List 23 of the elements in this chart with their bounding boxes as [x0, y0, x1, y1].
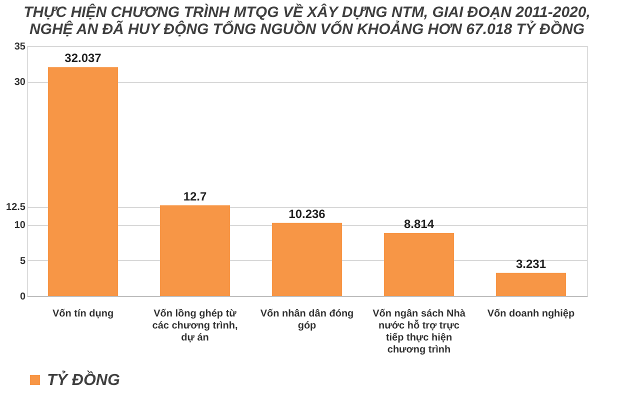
bar: [160, 205, 230, 296]
bar: [496, 272, 566, 296]
x-tick-label: Vốn ngân sách Nhà nước hỗ trợ trực tiếp thực hiện chương trình: [372, 308, 466, 356]
data-label: 8.814: [404, 217, 434, 232]
data-label: 32.037: [64, 51, 102, 66]
x-tick-label: Vốn doanh nghiệp: [487, 308, 575, 320]
bar: [384, 233, 454, 296]
x-tick-label: Vốn nhân dân đóng góp: [260, 308, 354, 332]
bar: [48, 67, 118, 296]
x-tick-label: Vốn tín dụng: [52, 308, 114, 320]
legend-label: TỶ ĐỒNG: [47, 370, 120, 389]
data-label: 3.231: [516, 256, 546, 271]
y-tick-label: 0: [20, 292, 26, 302]
y-tick-label: 10: [14, 220, 26, 232]
x-tick-label: Vốn lồng ghép từ các chương trình, dự án: [152, 308, 238, 344]
y-tick-label: 30: [14, 77, 26, 88]
data-label: 10.236: [288, 206, 326, 221]
bar: [272, 222, 342, 296]
y-tick-label: 12.5: [6, 202, 26, 214]
chart-title: THỰC HIỆN CHƯƠNG TRÌNH MTQG VỀ XÂY DỰNG NTM, GIAI ĐOẠN 2011-2020, NGHỆ AN ĐÃ HUY ĐỘNG TỔNG NGUỒN VỐN KHOẢNG HƠN 67.018 TỶ ĐỒNG: [24, 3, 590, 38]
y-tick-label: 5: [20, 256, 26, 267]
y-tick-label: 35: [14, 42, 26, 52]
data-label: 12.7: [183, 189, 207, 204]
